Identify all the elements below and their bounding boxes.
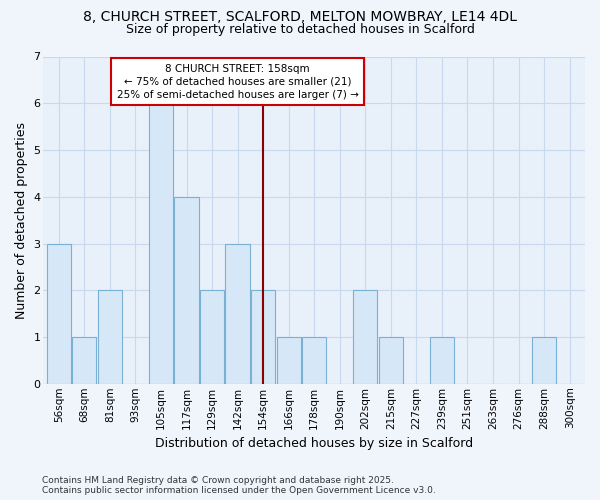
Bar (47, 244, 71, 384)
Bar (72, 337, 97, 384)
Bar (353, 290, 377, 384)
Bar (200, 290, 224, 384)
Bar (302, 337, 326, 384)
Text: Size of property relative to detached houses in Scalford: Size of property relative to detached ho… (125, 22, 475, 36)
X-axis label: Distribution of detached houses by size in Scalford: Distribution of detached houses by size … (155, 437, 473, 450)
Bar (430, 337, 454, 384)
Bar (149, 104, 173, 384)
Bar (226, 244, 250, 384)
Text: 8 CHURCH STREET: 158sqm
← 75% of detached houses are smaller (21)
25% of semi-de: 8 CHURCH STREET: 158sqm ← 75% of detache… (116, 64, 359, 100)
Bar (277, 337, 301, 384)
Bar (98, 290, 122, 384)
Text: 8, CHURCH STREET, SCALFORD, MELTON MOWBRAY, LE14 4DL: 8, CHURCH STREET, SCALFORD, MELTON MOWBR… (83, 10, 517, 24)
Bar (251, 290, 275, 384)
Text: Contains HM Land Registry data © Crown copyright and database right 2025.
Contai: Contains HM Land Registry data © Crown c… (42, 476, 436, 495)
Bar (532, 337, 556, 384)
Bar (379, 337, 403, 384)
Bar (175, 197, 199, 384)
Y-axis label: Number of detached properties: Number of detached properties (15, 122, 28, 318)
